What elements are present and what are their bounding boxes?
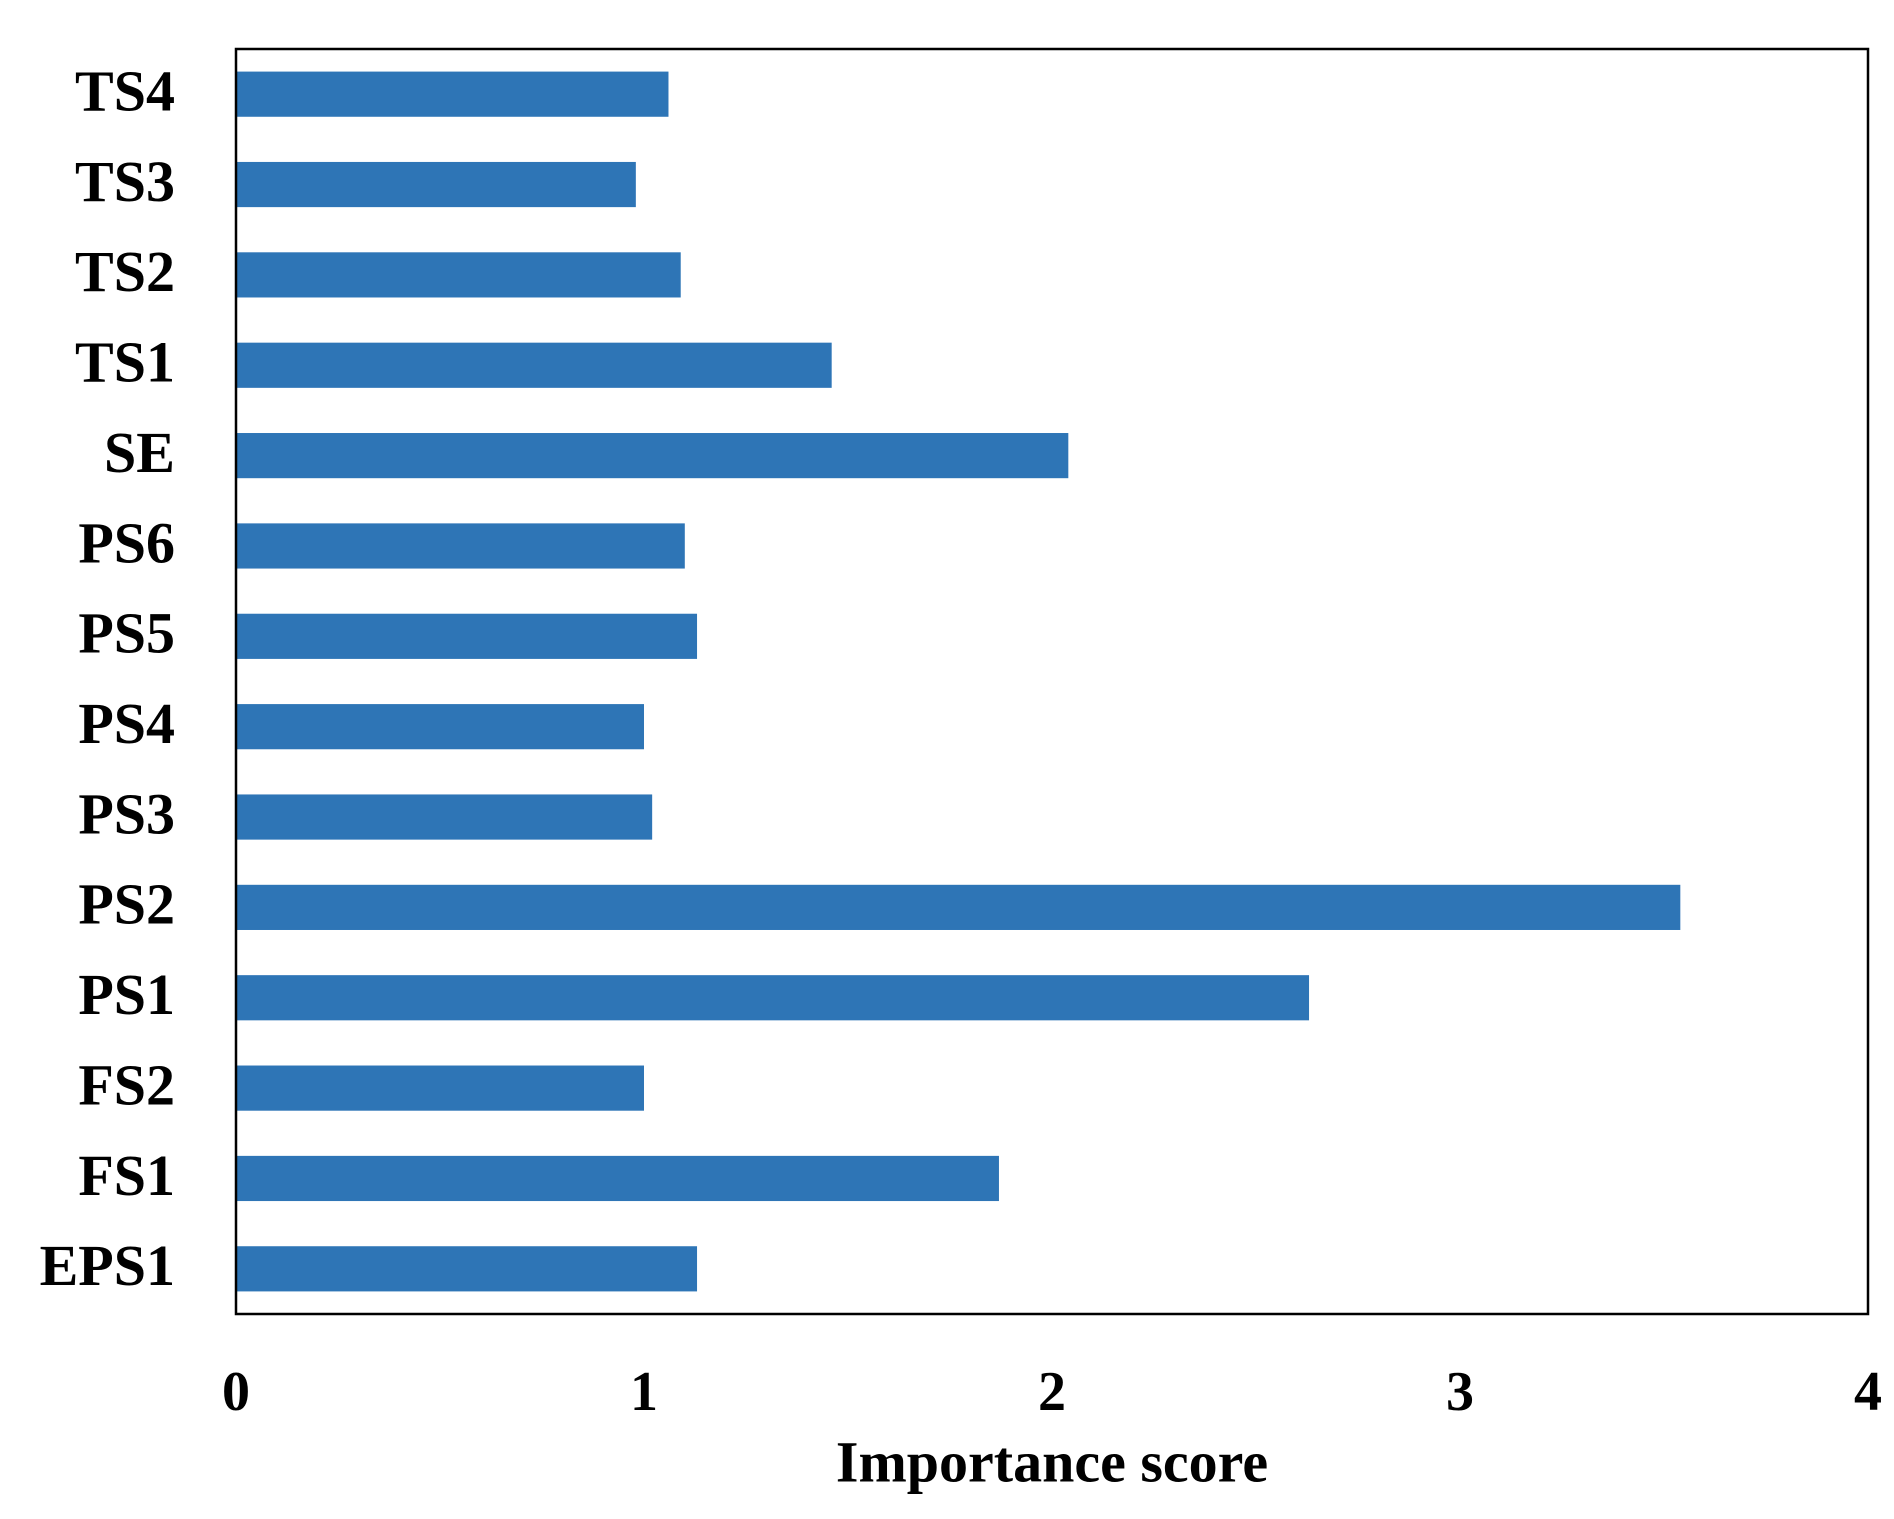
bar [236,433,1069,479]
bar [236,342,832,388]
bar [236,252,681,298]
bar [236,704,644,750]
y-tick-label: PS3 [78,781,175,846]
y-tick-label: PS1 [78,962,175,1027]
y-tick-label: PS2 [78,872,175,937]
y-tick-label: PS6 [78,510,175,575]
bar [236,975,1310,1021]
bar [236,794,653,840]
x-tick-label: 0 [222,1361,250,1423]
x-tick-label: 1 [630,1361,658,1423]
y-tick-label: PS4 [78,691,175,756]
y-tick-label: SE [104,420,175,485]
y-tick-label: PS5 [78,601,175,666]
y-tick-label: EPS1 [40,1233,175,1298]
bar [236,71,669,117]
x-tick-label: 3 [1446,1361,1474,1423]
bar [236,1246,698,1292]
y-tick-label: TS4 [75,58,175,123]
y-tick-label: TS2 [75,239,175,304]
y-tick-label: TS1 [75,330,175,395]
bar [236,523,685,569]
x-tick-label: 2 [1038,1361,1066,1423]
y-tick-label: FS2 [78,1052,175,1117]
y-tick-label: FS1 [78,1143,175,1208]
bar [236,1065,644,1111]
x-tick-label: 4 [1854,1361,1882,1423]
y-tick-label: TS3 [75,149,175,214]
bar [236,1155,999,1202]
bar [236,884,1681,930]
bar [236,613,698,659]
plot-frame [234,47,1870,1316]
bar [236,161,636,208]
x-axis-label: Importance score [836,1429,1268,1494]
